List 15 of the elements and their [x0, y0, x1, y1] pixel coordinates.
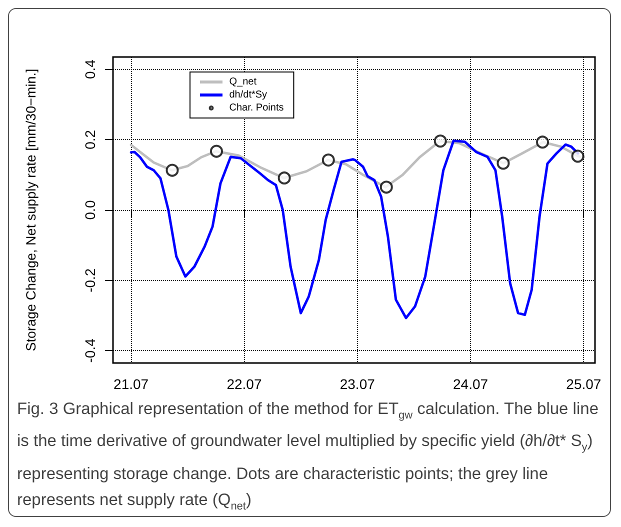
- y-tick-label: -0.4: [82, 338, 98, 363]
- y-tick-label: -0.2: [82, 268, 98, 292]
- x-tick-label: 24.07: [453, 376, 488, 392]
- y-tick-label: 0.0: [82, 200, 98, 220]
- text: Fig. 3 Graphical representation of the method for ET$_{gw}$ calculation. The blue line is the time derivative of groundwater level multiplied by specific yield (∂h/∂t* S$_{y}$) representing storage change. Dots are characteristic points; the grey line represents net supply rate (Q$_{net}$): [17, 400, 598, 512]
- y-axis-title: Storage Change, Net supply rate [mm/30−min.]: [24, 68, 38, 352]
- legend-label: Q_net: [229, 76, 257, 88]
- x-tick-label: 23.07: [340, 376, 376, 392]
- x-tick-label: 21.07: [114, 376, 149, 392]
- x-tick-label: 25.07: [566, 376, 602, 392]
- x-tick-label: 22.07: [226, 376, 262, 392]
- legend-label: Char. Points: [229, 102, 284, 114]
- y-tick-label: 0.4: [82, 59, 98, 80]
- y-tick-label: 0.2: [82, 130, 98, 150]
- legend-label: dh/dt*Sy: [229, 90, 268, 100]
